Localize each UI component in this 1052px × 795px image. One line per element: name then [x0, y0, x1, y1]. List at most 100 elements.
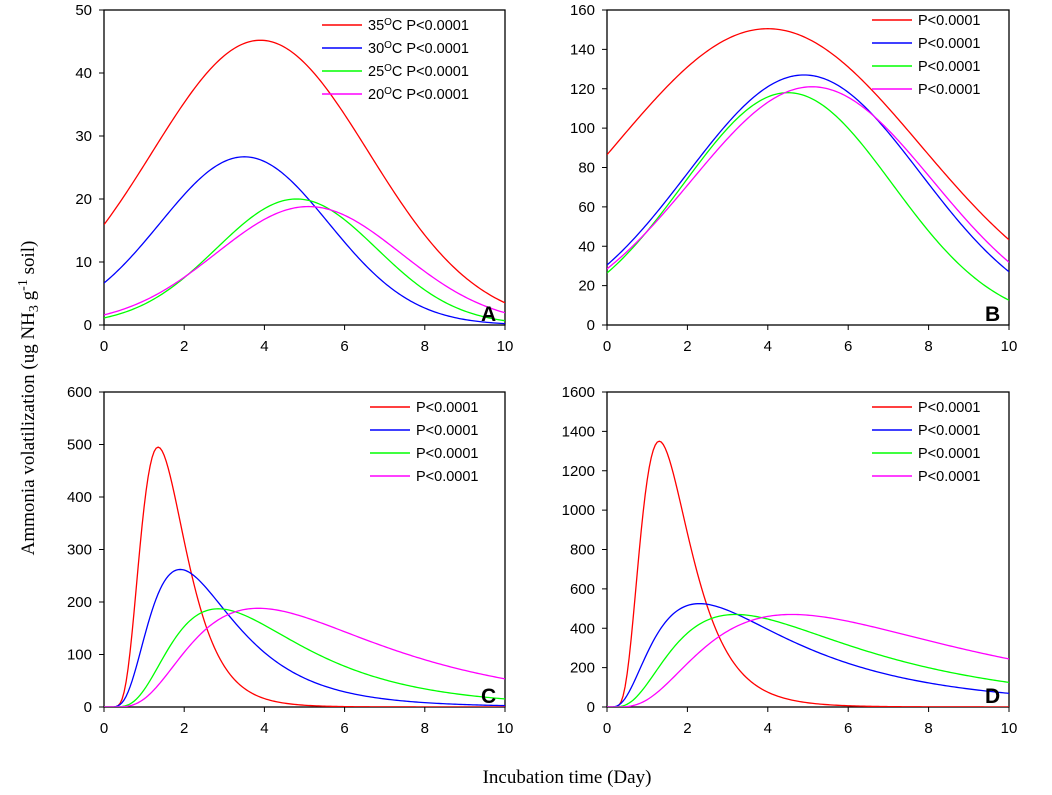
y-tick-label: 1600 [562, 384, 595, 401]
y-tick-label: 30 [75, 128, 92, 145]
y-tick-label: 200 [67, 594, 92, 611]
x-tick-label: 10 [497, 338, 514, 355]
y-tick-label: 200 [570, 660, 595, 677]
y-tick-label: 0 [587, 317, 595, 334]
y-tick-label: 600 [67, 384, 92, 401]
series-line-b-3 [607, 92, 1009, 301]
x-axis-label: Incubation time (Day) [483, 767, 652, 788]
legend-label: 20OC P<0.0001 [368, 86, 469, 104]
panel-letter-a: A [481, 303, 496, 326]
x-tick-label: 6 [844, 720, 852, 737]
y-tick-label: 160 [570, 2, 595, 19]
y-axis-label: Ammonia volatilization (ug NH3 g-1 soil) [16, 241, 43, 556]
panel-d: 0 2 4 6 8 10 0 200 400 600 800 1000 1200 1400 1600 P<0.… [562, 384, 1018, 737]
x-tick-label: 4 [260, 338, 268, 355]
legend-label: P<0.0001 [918, 400, 981, 416]
y-tick-label: 40 [578, 238, 595, 255]
y-label-tail: soil) [18, 241, 39, 280]
y-tick-label: 20 [75, 191, 92, 208]
series-line-d-1 [607, 440, 1009, 707]
legend-label: P<0.0001 [918, 82, 981, 98]
series-line-c-4 [104, 607, 505, 707]
y-tick-label: 120 [570, 81, 595, 98]
panel-a: 0 2 4 6 8 10 0 10 20 30 40 50 35OC P<0.0001 30OC P<0.… [75, 2, 513, 355]
x-tick-label: 2 [683, 720, 691, 737]
legend-label: P<0.0001 [918, 423, 981, 439]
y-tick-label: 1200 [562, 463, 595, 480]
series-line-a-4 [104, 205, 505, 316]
legend-label: P<0.0001 [918, 59, 981, 75]
y-tick-label: 10 [75, 254, 92, 271]
y-tick-label: 800 [570, 542, 595, 559]
x-tick-label: 6 [340, 338, 348, 355]
legend-label: P<0.0001 [918, 36, 981, 52]
y-label-main: Ammonia volatilization (ug NH [18, 312, 39, 556]
legend-label: P<0.0001 [416, 423, 479, 439]
panel-c: 0 2 4 6 8 100100200300400500600P<0.0001P<0.00… [67, 384, 513, 737]
x-tick-label: 10 [497, 720, 514, 737]
x-tick-label: 0 [100, 338, 108, 355]
x-tick-label: 6 [844, 338, 852, 355]
legend-label: P<0.0001 [416, 400, 479, 416]
x-tick-label: 4 [764, 720, 772, 737]
y-tick-label: 500 [67, 437, 92, 454]
series-line-d-4 [607, 613, 1009, 707]
y-label-sub: 3 [27, 305, 42, 312]
x-tick-label: 4 [764, 338, 772, 355]
y-tick-label: 100 [570, 120, 595, 137]
x-tick-label: 8 [421, 338, 429, 355]
x-tick-label: 2 [180, 338, 188, 355]
plot-frame-d [606, 391, 1010, 708]
series-line-b-2 [607, 74, 1009, 273]
series-line-a-2 [104, 156, 505, 325]
y-tick-label: 40 [75, 65, 92, 82]
y-label-g: g [18, 290, 39, 305]
x-tick-label: 8 [924, 338, 932, 355]
y-tick-label: 140 [570, 41, 595, 58]
panel-letter-b: B [985, 303, 1000, 326]
y-tick-label: 400 [570, 620, 595, 637]
series-line-c-3 [104, 608, 505, 707]
y-label-sup: -1 [16, 279, 31, 291]
y-tick-label: 60 [578, 199, 595, 216]
legend-label: P<0.0001 [918, 446, 981, 462]
x-tick-label: 0 [100, 720, 108, 737]
legend-label: P<0.0001 [918, 469, 981, 485]
plot-frame-a [103, 9, 506, 326]
y-tick-label: 300 [67, 542, 92, 559]
legend-label: P<0.0001 [416, 469, 479, 485]
y-tick-label: 1400 [562, 423, 595, 440]
y-tick-label: 600 [570, 581, 595, 598]
x-tick-label: 0 [603, 720, 611, 737]
panel-b: 0 2 4 6 8 10020406080100120140160P<0.0001P<0.… [570, 2, 1017, 355]
x-tick-label: 2 [683, 338, 691, 355]
legend-label: 30OC P<0.0001 [368, 40, 469, 58]
legend-label: P<0.0001 [416, 446, 479, 462]
series-line-d-3 [607, 613, 1009, 707]
y-tick-label: 20 [578, 278, 595, 295]
series-line-c-1 [104, 446, 505, 707]
x-tick-label: 0 [603, 338, 611, 355]
y-tick-label: 1000 [562, 502, 595, 519]
x-tick-label: 10 [1001, 720, 1018, 737]
plot-frame-b [606, 9, 1010, 326]
legend-label: 25OC P<0.0001 [368, 63, 469, 81]
y-tick-label: 400 [67, 489, 92, 506]
series-line-b-4 [607, 86, 1009, 270]
series-line-a-3 [104, 198, 505, 322]
y-tick-label: 0 [587, 699, 595, 716]
x-tick-label: 8 [924, 720, 932, 737]
y-tick-label: 100 [67, 647, 92, 664]
panel-letter-d: D [985, 685, 1000, 708]
legend-label: P<0.0001 [918, 13, 981, 29]
y-tick-label: 0 [84, 317, 92, 334]
series-line-d-2 [607, 602, 1009, 707]
x-tick-label: 4 [260, 720, 268, 737]
series-line-c-2 [104, 568, 505, 707]
legend-label: 35OC P<0.0001 [368, 17, 469, 35]
y-tick-label: 80 [578, 160, 595, 177]
series-line-b-1 [607, 28, 1009, 241]
panel-letter-c: C [481, 685, 496, 708]
y-tick-label: 50 [75, 2, 92, 19]
series-line-a-1 [104, 39, 505, 304]
